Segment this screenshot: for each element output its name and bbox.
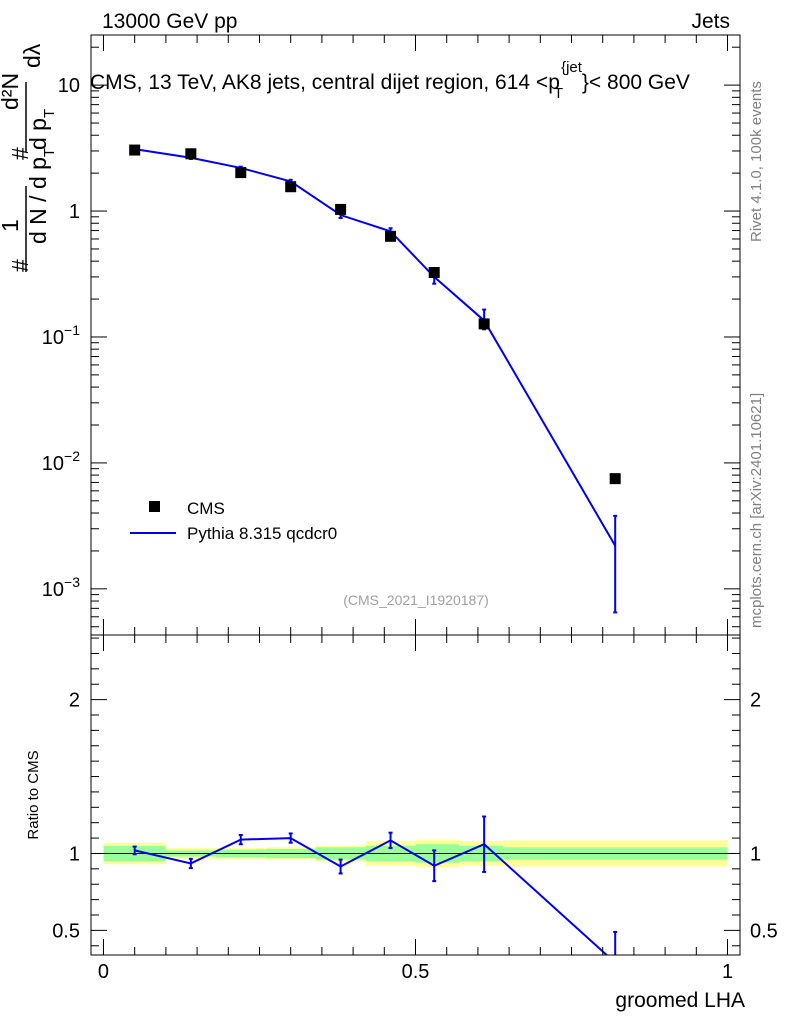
ratio-y-tick-label: 0.5 [52,920,80,942]
data-point [478,318,490,330]
data-point [129,144,141,156]
main-y-label: # 1 d N / d pT # d²N d pT dλ [0,43,58,272]
title-post: }< 800 GeV [582,71,690,94]
ylabel-dl: dλ [19,43,45,68]
data-point [428,267,440,279]
main-y-ticks [91,35,740,635]
data-point [185,148,197,160]
data-point [235,167,247,179]
title-sup: {jet [561,59,583,76]
y-tick-label: 1 [69,201,80,223]
title-pre: CMS, 13 TeV, AK8 jets, central dijet reg… [90,71,548,94]
ratio-ticks [91,635,740,955]
mc-series-ratio [132,815,618,955]
data-point [609,473,621,485]
ratio-y-tick-label-right: 1 [750,843,761,865]
x-tick-label: 0 [98,961,109,983]
ratio-y-tick-labels: 0.5 0.5 1 1 2 2 [52,690,778,943]
analysis-watermark: (CMS_2021_I1920187) [343,592,489,608]
legend-cms-marker [149,501,160,512]
x-axis-label: groomed LHA [615,989,745,1012]
ylabel-dpdl: d pT [25,109,58,150]
legend-mc-label: Pythia 8.315 qcdcr0 [187,524,337,543]
title-sub: T [554,85,563,102]
ratio-frame [90,634,741,956]
y-tick-label: 10−3 [42,574,80,601]
header-right: Jets [691,10,730,33]
plot-title: CMS, 13 TeV, AK8 jets, central dijet reg… [90,59,690,102]
mcplots-credit: mcplots.cern.ch [arXiv:2401.10621] [748,393,765,628]
y-tick-label: 10−2 [42,448,80,475]
ratio-y-tick-label-right: 2 [750,690,761,712]
x-tick-label: 0.5 [402,961,430,983]
data-series-main [129,144,621,485]
x-tick-labels: 0 0.5 1 [98,961,733,983]
main-frame [90,34,741,636]
ratio-y-tick-label: 1 [69,843,80,865]
legend: CMS Pythia 8.315 qcdcr0 [130,499,337,543]
ylabel-hash1: # [7,259,33,272]
y-tick-label: 10 [58,75,80,97]
ratio-y-label: Ratio to CMS [25,750,42,839]
ylabel-one: 1 [0,219,23,232]
data-point [385,230,397,242]
y-tick-label: 10−1 [42,322,80,349]
ylabel-dN: d N / d pT [25,148,58,244]
ylabel-d2N: d²N [0,73,23,110]
legend-cms-label: CMS [187,499,225,518]
rivet-version: Rivet 4.1.0, 100k events [748,81,765,242]
ratio-y-tick-label: 2 [69,690,80,712]
header-left: 13000 GeV pp [102,10,237,33]
x-tick-label: 1 [722,961,733,983]
ratio-series-group [132,815,618,955]
data-point [285,181,297,193]
title-p: p [548,71,560,94]
ratio-y-tick-label-right: 0.5 [750,920,778,942]
mc-line [134,148,617,547]
main-y-tick-labels: 10−3 10−2 10−1 1 10 [42,75,80,601]
data-point [335,203,347,215]
